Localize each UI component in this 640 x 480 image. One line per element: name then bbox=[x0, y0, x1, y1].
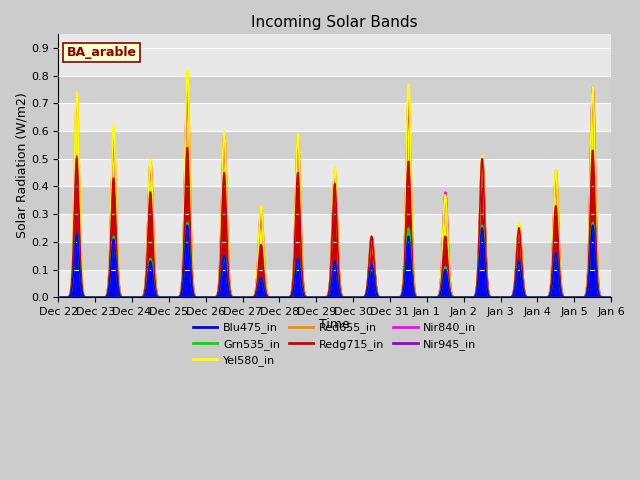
Text: BA_arable: BA_arable bbox=[67, 46, 136, 59]
X-axis label: Time: Time bbox=[319, 318, 350, 331]
Legend: Blu475_in, Grn535_in, Yel580_in, Red655_in, Redg715_in, Nir840_in, Nir945_in: Blu475_in, Grn535_in, Yel580_in, Red655_… bbox=[189, 318, 481, 371]
Title: Incoming Solar Bands: Incoming Solar Bands bbox=[252, 15, 418, 30]
Y-axis label: Solar Radiation (W/m2): Solar Radiation (W/m2) bbox=[15, 93, 28, 239]
Bar bbox=[58, 131, 611, 159]
Bar bbox=[58, 75, 611, 103]
Bar bbox=[58, 186, 611, 214]
Bar bbox=[58, 242, 611, 270]
